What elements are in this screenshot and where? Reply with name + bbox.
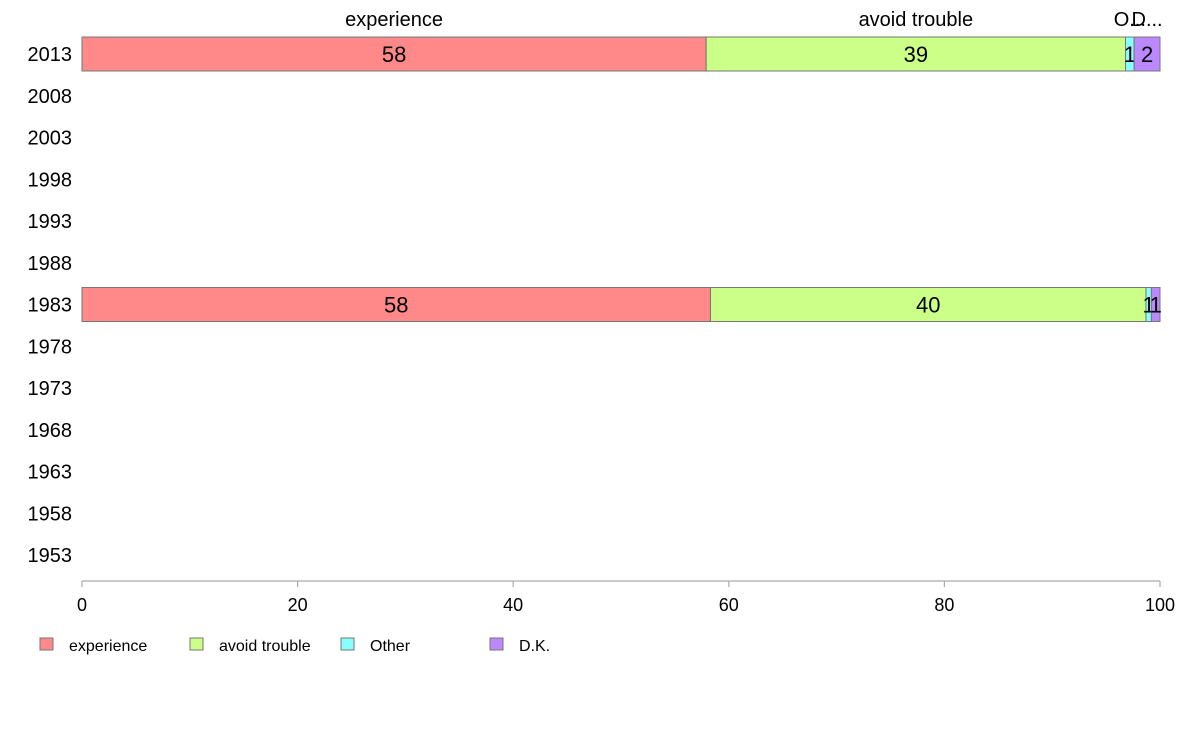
x-tick-label: 60 xyxy=(719,595,739,615)
category-label: 1963 xyxy=(28,462,73,484)
category-label: 1953 xyxy=(28,545,73,567)
category-label: 1998 xyxy=(28,169,73,191)
bar-segment xyxy=(1133,36,1161,72)
category-label: 1983 xyxy=(28,295,73,317)
legend-label: Other xyxy=(370,638,411,655)
top-segment-label: D... xyxy=(1132,9,1163,31)
category-label: 2003 xyxy=(28,128,73,150)
bars: 58 39 1 258 40 11 xyxy=(81,36,1162,322)
legend-swatch xyxy=(489,637,504,651)
legend-swatch xyxy=(39,637,54,651)
category-axis: 2013 2008 2003 1998 1993 1988 1983 1978 1973 1968… xyxy=(28,44,73,567)
top-segment-label: avoid trouble xyxy=(859,9,974,31)
top-segment-label: experience xyxy=(345,9,443,31)
x-tick-label: 40 xyxy=(503,595,523,615)
top-segment-label: O... xyxy=(1114,9,1146,31)
data-label: 40 xyxy=(916,293,940,318)
x-tick-label: 20 xyxy=(288,595,308,615)
top-segment-labels: experience avoid trouble O...D... xyxy=(345,9,1162,31)
data-label: 58 xyxy=(384,293,408,318)
legend-label: D.K. xyxy=(519,638,550,655)
category-label: 2013 xyxy=(28,44,73,66)
data-label: 1 xyxy=(1124,42,1136,67)
legend-label: avoid trouble xyxy=(219,638,311,655)
category-label: 1968 xyxy=(28,420,73,442)
category-label: 1958 xyxy=(28,503,73,525)
legend-swatch xyxy=(189,637,204,651)
bar-segment xyxy=(705,36,1127,72)
legend-label: experience xyxy=(69,638,147,655)
category-label: 1973 xyxy=(28,378,73,400)
data-label: 39 xyxy=(904,42,928,67)
category-label: 1978 xyxy=(28,336,73,358)
data-label: 58 xyxy=(382,42,406,67)
bar-segment xyxy=(1150,287,1161,322)
bar-segment xyxy=(709,287,1147,322)
category-label: 2008 xyxy=(28,86,73,108)
data-label: 1 xyxy=(1150,293,1162,318)
x-tick-label: 0 xyxy=(77,595,87,615)
legend: experience avoid trouble Other D.K. xyxy=(39,637,550,655)
data-label: 2 xyxy=(1141,42,1153,67)
legend-swatch xyxy=(340,637,355,651)
bar-segment xyxy=(81,287,711,322)
x-axis: 0 20 40 60 80 100 xyxy=(77,580,1175,615)
category-label: 1993 xyxy=(28,211,73,233)
x-tick-label: 100 xyxy=(1145,595,1175,615)
x-tick-label: 80 xyxy=(934,595,954,615)
category-label: 1988 xyxy=(28,253,73,275)
